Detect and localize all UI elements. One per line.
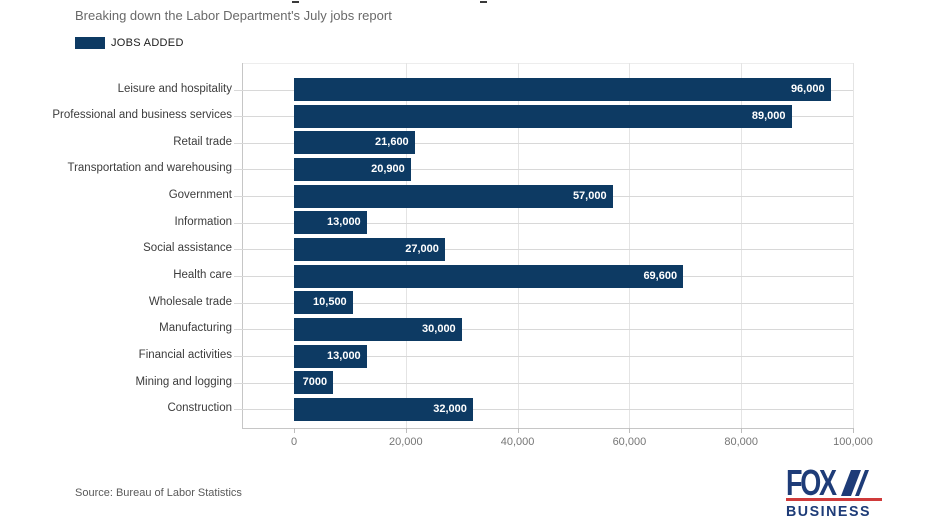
x-tick-label: 0 [290,436,298,448]
x-tick-label: 40,000 [500,436,535,448]
x-tick-label: 100,000 [833,436,873,448]
category-label: Social assistance [143,242,232,255]
bar-value-label: 13,000 [327,216,361,229]
row-grid-line [234,249,853,251]
cropped-title-fragment [292,1,299,3]
row-grid-line [234,409,853,411]
category-label: Leisure and hospitality [117,82,232,95]
chart-subtitle: Breaking down the Labor Department's Jul… [75,8,392,23]
row-grid-line [234,329,853,331]
category-label: Mining and logging [135,375,232,388]
bar-value-label: 20,900 [371,162,405,175]
row-grid-line [234,142,853,144]
grid-line [853,63,854,428]
row-grid-line [234,222,853,224]
x-tick-label: 80,000 [724,436,759,448]
bar-value-label: 32,000 [433,402,467,415]
category-label: Retail trade [173,135,232,148]
jobs-bar: 13,000 [294,344,367,368]
category-label: Transportation and warehousing [67,162,232,175]
grid-line [629,63,631,428]
fox-wordmark: FOX [786,462,837,503]
jobs-bar: 7000 [294,371,334,395]
grid-line [741,63,743,428]
jobs-bar: 21,600 [294,131,415,155]
jobs-bar: 69,600 [294,264,684,288]
fox-business-logo: FOX BUSINESS [786,462,882,520]
legend-swatch-icon [75,37,105,49]
red-divider [786,498,882,501]
category-label: Professional and business services [52,109,232,122]
category-label: Government [168,189,232,202]
x-axis-tick [294,428,295,433]
bar-value-label: 13,000 [327,349,361,362]
plot-top-border [242,63,853,64]
bar-value-label: 21,600 [375,136,409,149]
x-axis-tick [405,428,407,433]
row-grid-line [234,169,853,171]
source-text: Source: Bureau of Labor Statistics [75,487,242,499]
category-label: Wholesale trade [148,295,232,308]
x-tick-label: 60,000 [612,436,647,448]
jobs-bar: 32,000 [294,397,473,421]
category-label: Manufacturing [159,322,232,335]
category-label: Information [174,215,232,228]
jobs-bar: 20,900 [294,157,411,181]
jobs-bar: 30,000 [294,317,462,341]
row-grid-line [234,302,853,304]
x-axis-line [242,428,854,429]
jobs-bar: 10,500 [294,291,353,315]
cropped-title-fragment [480,1,487,3]
jobs-bar: 57,000 [294,184,613,208]
category-label: Health care [173,269,232,282]
jobs-bar: 89,000 [294,104,792,128]
bar-value-label: 7000 [302,376,328,389]
bar-value-label: 30,000 [422,322,456,335]
bar-value-label: 69,600 [643,269,678,282]
grid-line [517,63,519,428]
bar-value-label: 89,000 [751,109,786,122]
bar-value-label: 10,500 [313,296,347,309]
bar-value-label: 96,000 [790,83,825,95]
x-tick-label: 20,000 [388,436,423,448]
jobs-bar: 27,000 [294,237,445,261]
legend: JOBS ADDED [75,37,184,49]
row-grid-line [234,356,853,357]
row-grid-line [234,382,853,384]
bar-value-label: 57,000 [572,189,607,202]
business-wordmark: BUSINESS [786,503,872,520]
x-axis-tick [853,428,854,433]
bar-value-label: 27,000 [405,242,439,255]
x-axis-tick [629,428,631,433]
jobs-bar: 96,000 [294,78,831,101]
legend-label: JOBS ADDED [111,37,184,49]
jobs-bar: 13,000 [294,211,367,235]
category-label: Financial activities [138,349,232,361]
y-axis-line [242,63,243,428]
category-label: Construction [167,402,232,415]
x-axis-tick [517,428,519,433]
x-axis-tick [741,428,743,433]
